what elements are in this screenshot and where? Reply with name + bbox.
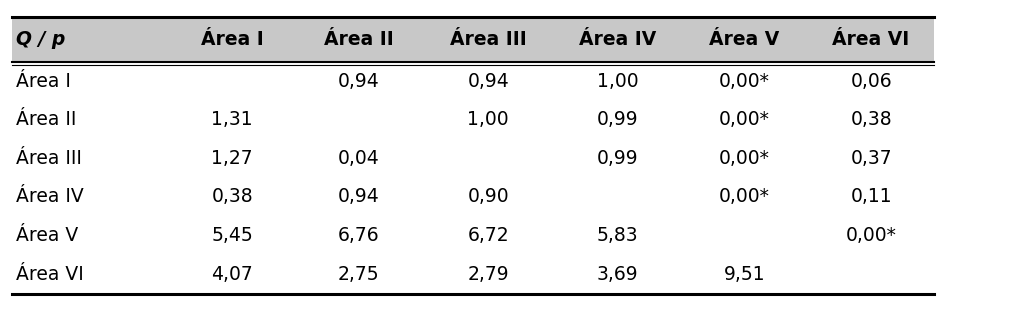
Text: 1,00: 1,00 [468,110,510,129]
Text: 4,07: 4,07 [212,265,253,284]
Text: 0,00*: 0,00* [846,226,897,245]
Text: 0,99: 0,99 [597,110,639,129]
Text: Q / p: Q / p [15,30,65,49]
Text: 0,00*: 0,00* [719,188,770,207]
Text: 1,00: 1,00 [597,71,639,90]
Text: 0,99: 0,99 [597,149,639,168]
Text: Área I: Área I [15,71,70,90]
Text: 0,94: 0,94 [468,71,510,90]
Text: Área IV: Área IV [15,188,83,207]
Text: 2,79: 2,79 [468,265,510,284]
Text: 9,51: 9,51 [723,265,765,284]
Text: 6,72: 6,72 [468,226,510,245]
Text: Área III: Área III [450,30,527,49]
Text: 0,90: 0,90 [468,188,510,207]
Text: 0,38: 0,38 [850,110,892,129]
Text: 5,45: 5,45 [212,226,253,245]
Text: 0,04: 0,04 [338,149,379,168]
Text: 0,00*: 0,00* [719,149,770,168]
Text: Área II: Área II [324,30,394,49]
Text: Área VI: Área VI [15,265,83,284]
Text: 0,06: 0,06 [850,71,892,90]
Text: Área V: Área V [15,226,78,245]
Text: 0,94: 0,94 [338,188,379,207]
Text: Área IV: Área IV [579,30,656,49]
Text: Área VI: Área VI [833,30,910,49]
Text: 0,37: 0,37 [850,149,892,168]
Text: 0,00*: 0,00* [719,71,770,90]
Text: 0,00*: 0,00* [719,110,770,129]
Text: 5,83: 5,83 [597,226,639,245]
Text: 2,75: 2,75 [338,265,379,284]
Text: Área V: Área V [709,30,779,49]
Text: Área III: Área III [15,149,81,168]
Text: 0,38: 0,38 [212,188,253,207]
Text: Área I: Área I [200,30,263,49]
Text: Área II: Área II [15,110,76,129]
Text: 0,94: 0,94 [338,71,379,90]
Bar [11,17,935,62]
Text: 1,31: 1,31 [212,110,253,129]
Text: 1,27: 1,27 [212,149,253,168]
Text: 3,69: 3,69 [597,265,639,284]
Text: 0,11: 0,11 [850,188,892,207]
Text: 6,76: 6,76 [338,226,379,245]
